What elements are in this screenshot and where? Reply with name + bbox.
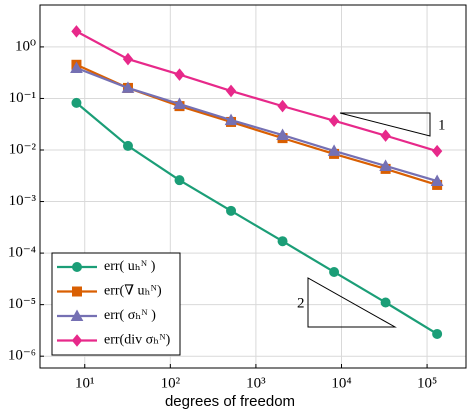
marker <box>72 262 82 272</box>
marker <box>174 68 185 81</box>
slope-triangle <box>339 112 431 137</box>
marker <box>226 205 237 216</box>
legend-label: err( uₕᴺ ) <box>104 259 156 274</box>
slope-triangle <box>307 277 397 328</box>
marker <box>328 114 340 127</box>
marker <box>121 81 135 93</box>
x-tick-label: 10¹ <box>75 375 95 391</box>
marker <box>277 99 288 113</box>
marker <box>71 25 82 38</box>
y-tick-label: 10⁻² <box>9 141 37 157</box>
marker <box>327 144 341 156</box>
x-tick-label: 10⁵ <box>417 375 437 391</box>
marker <box>71 97 82 108</box>
y-tick-label: 10⁰ <box>15 38 36 54</box>
marker <box>174 175 185 186</box>
marker <box>70 61 83 73</box>
marker <box>122 52 134 66</box>
series-line <box>76 66 438 183</box>
series-line <box>75 102 438 335</box>
y-tick-label: 10⁻⁶ <box>8 348 36 364</box>
marker <box>122 140 133 151</box>
marker <box>173 97 186 110</box>
marker <box>379 159 392 171</box>
marker <box>431 144 443 158</box>
marker <box>225 84 237 98</box>
marker <box>277 236 288 247</box>
marker <box>430 174 444 187</box>
x-tick-label: 10³ <box>246 375 266 391</box>
y-tick-label: 10⁻⁴ <box>8 245 36 261</box>
marker <box>276 128 289 141</box>
y-tick-label: 10⁻³ <box>9 193 37 209</box>
series-line <box>75 30 438 153</box>
slope-label: 1 <box>438 117 446 133</box>
slope-label: 2 <box>297 295 305 311</box>
legend-label: err( σₕᴺ ) <box>104 308 156 323</box>
plot-frame <box>39 4 467 369</box>
marker <box>224 113 238 126</box>
x-axis-label: degrees of freedom <box>165 393 295 410</box>
legend-label: err(∇ uₕᴺ) <box>104 284 162 299</box>
marker <box>380 297 391 308</box>
marker <box>72 286 82 297</box>
marker <box>71 334 83 347</box>
marker <box>70 309 84 321</box>
y-tick-label: 10⁻¹ <box>9 90 36 106</box>
x-tick-label: 10⁴ <box>331 375 351 391</box>
legend-label: err(div σₕᴺ) <box>104 333 171 348</box>
marker <box>432 328 443 339</box>
x-tick-label: 10² <box>161 375 181 391</box>
y-tick-label: 10⁻⁵ <box>8 296 36 312</box>
marker <box>380 129 391 142</box>
marker <box>329 266 340 277</box>
